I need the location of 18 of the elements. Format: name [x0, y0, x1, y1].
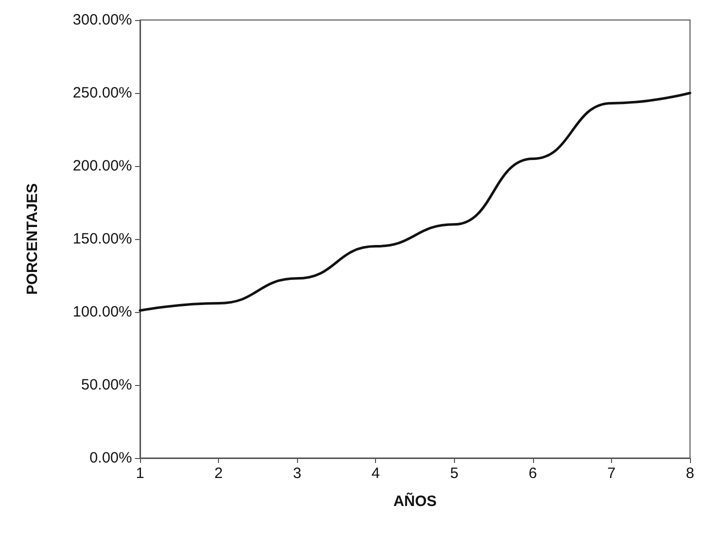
- y-tick-label: 100.00%: [72, 304, 132, 320]
- y-tick-label: 150.00%: [72, 230, 132, 248]
- x-tick-label: 2: [214, 465, 223, 482]
- x-tick-label: 1: [136, 465, 144, 482]
- y-tick-label: 0.00%: [89, 450, 132, 466]
- y-tick-label: 50.00%: [81, 376, 132, 394]
- y-tick-label: 300.00%: [72, 12, 132, 28]
- y-tick-label: 200.00%: [72, 158, 132, 174]
- x-tick-label: 7: [607, 465, 616, 482]
- y-tick-label: 250.00%: [72, 84, 132, 102]
- line-series: [138, 92, 692, 312]
- x-tick-label: 3: [292, 465, 302, 482]
- x-tick-label: 8: [686, 465, 694, 482]
- x-tick-label: 4: [372, 465, 380, 482]
- x-tick-label: 5: [450, 465, 458, 482]
- y-axis-title: PORCENTAJES: [24, 183, 41, 295]
- x-tick-label: 6: [528, 465, 538, 482]
- x-axis-title: AÑOS: [393, 492, 437, 510]
